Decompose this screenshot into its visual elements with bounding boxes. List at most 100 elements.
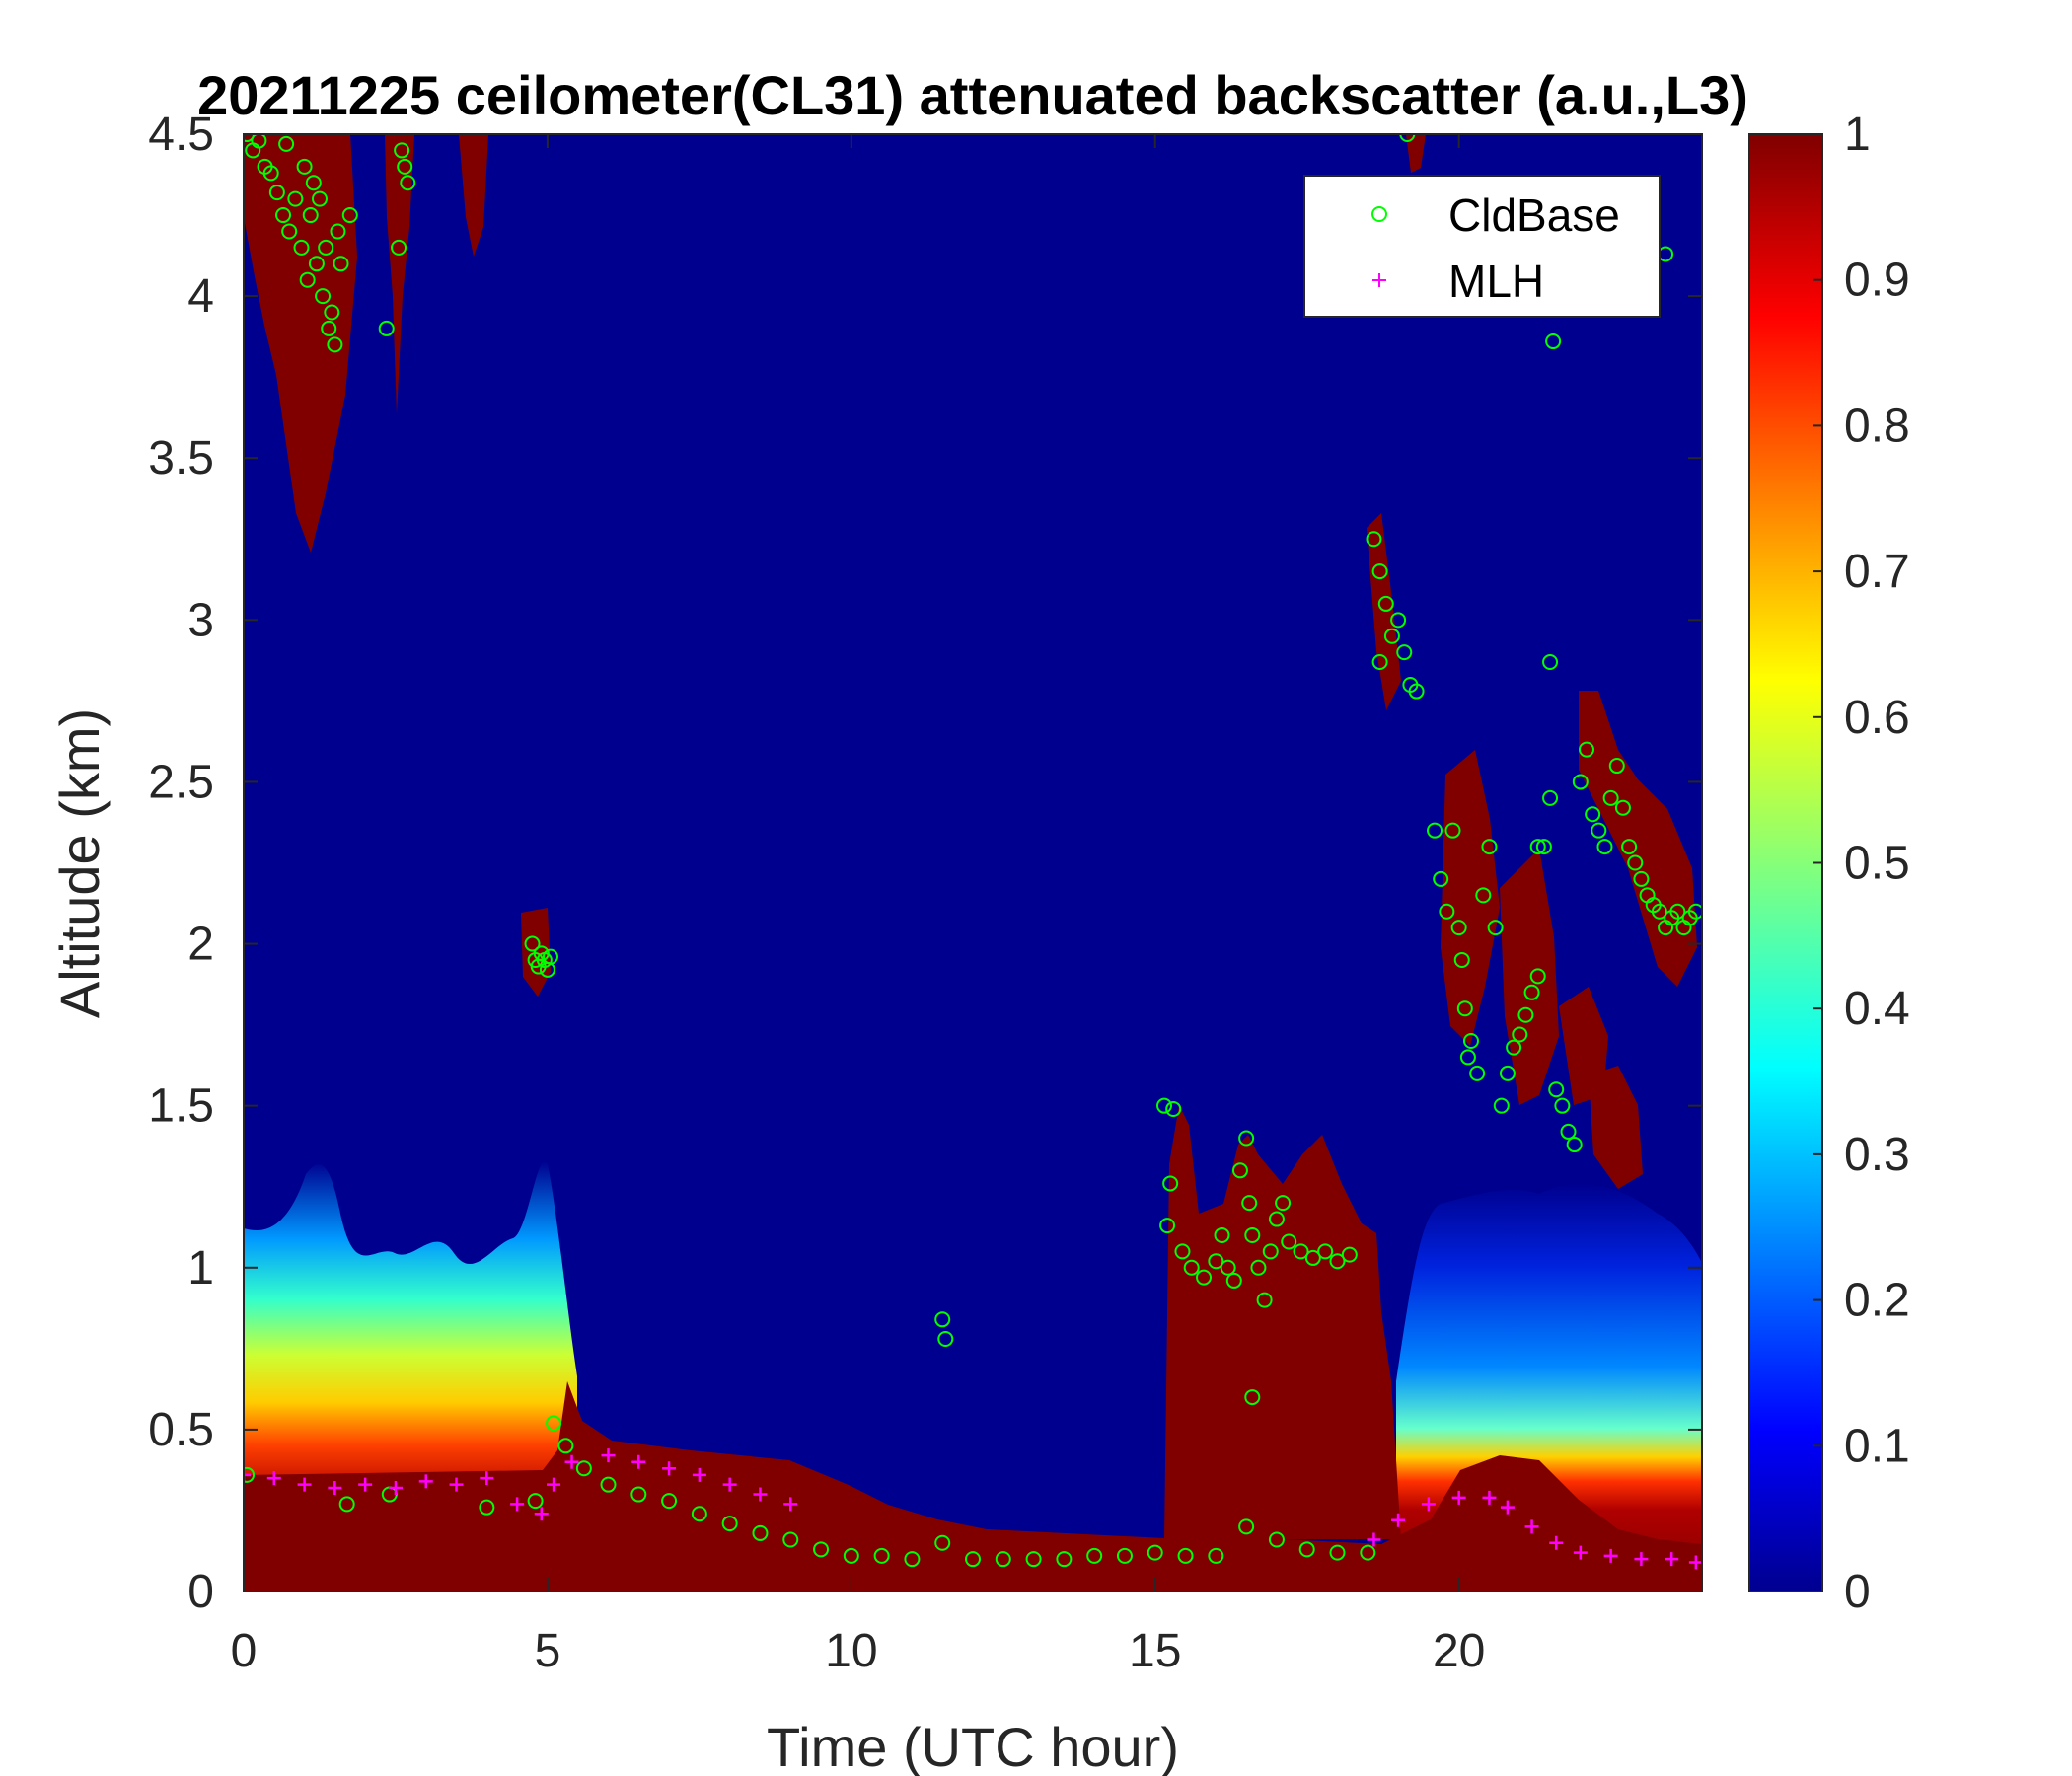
cldbase-point [1360, 1544, 1376, 1561]
cldbase-point [873, 1547, 890, 1564]
backscatter-heatmap [244, 134, 1702, 1591]
cldbase-point [479, 1499, 495, 1516]
cldbase-point [1371, 654, 1388, 671]
colorbar-tick-label: 0.5 [1844, 838, 1910, 890]
cldbase-point [661, 1493, 678, 1510]
cldbase-point [1529, 968, 1546, 985]
cldbase-point [394, 142, 410, 159]
legend-cldbase-label: CldBase [1448, 189, 1620, 241]
cloud-column-afternoon [1164, 1105, 1401, 1539]
cldbase-point [1627, 854, 1644, 871]
cldbase-point [1554, 1097, 1571, 1114]
cldbase-point [1475, 887, 1492, 904]
cldbase-point [965, 1551, 981, 1568]
y-axis-label: Altitude (km) [48, 708, 111, 1018]
cldbase-point [281, 223, 298, 240]
x-axis: 0 5 10 15 20 [231, 134, 1485, 1677]
cldbase-point [1481, 839, 1498, 855]
cldbase-point [995, 1551, 1011, 1568]
cldbase-point [1304, 1249, 1321, 1266]
cldbase-point [1596, 839, 1613, 855]
cldbase-point [287, 190, 304, 207]
cldbase-point [1329, 1544, 1346, 1561]
cldbase-point [934, 1534, 951, 1551]
mlh-point [244, 1467, 251, 1482]
cldbase-point [752, 1524, 769, 1541]
cldbase-point [1456, 1000, 1473, 1017]
colorbar-tick-label: 1 [1844, 109, 1871, 161]
y-tick-label: 0 [187, 1566, 214, 1618]
cloud-band-evening-6 [1589, 1066, 1643, 1189]
cldbase-point [1329, 1253, 1346, 1270]
mlh-point [783, 1497, 798, 1512]
mlh-point [753, 1487, 768, 1502]
cldbase-point [557, 1438, 574, 1454]
cldbase-point [308, 256, 325, 272]
legend-box [1303, 175, 1661, 318]
cldbase-point [1183, 1259, 1200, 1276]
colorbar-axis: 0 0.1 0.2 0.3 0.4 0.5 0.6 0.7 0.8 0.9 1 [1813, 109, 1910, 1618]
cldbase-point [293, 239, 310, 256]
cldbase-point [1238, 1130, 1255, 1147]
cldbase-point [1341, 1246, 1358, 1263]
legend: CldBase MLH [1303, 175, 1661, 318]
colorbar-tick-label: 0.9 [1844, 255, 1910, 307]
cldbase-point [1408, 683, 1425, 700]
cldbase-point [1244, 1226, 1261, 1243]
cldbase-point [1459, 1049, 1476, 1066]
cldbase-point [1250, 1259, 1267, 1276]
cldbase-point [1371, 563, 1388, 580]
cldbase-point [311, 190, 328, 207]
cldbase-point [1155, 1097, 1172, 1114]
cldbase-point [1566, 1137, 1583, 1153]
y-tick-label: 0.5 [148, 1404, 214, 1456]
cldbase-point [1196, 1269, 1213, 1286]
cloud-plume-early-1 [244, 134, 357, 553]
mlh-point [1573, 1545, 1588, 1560]
cldbase-point [1687, 903, 1702, 920]
mlh-point [449, 1477, 464, 1492]
colorbar-tick-label: 0.7 [1844, 546, 1910, 598]
x-tick-label: 5 [535, 1625, 561, 1677]
cldbase-point [244, 1466, 256, 1483]
chart-title: 20211225 ceilometer(CL31) attenuated bac… [197, 64, 1748, 126]
cldbase-point [575, 1460, 592, 1477]
mlh-point [1549, 1535, 1564, 1550]
surface-layer [244, 1381, 1702, 1591]
legend-cldbase-marker [1371, 206, 1387, 222]
mlh-point [1482, 1490, 1497, 1505]
y-tick-label: 3.5 [148, 432, 214, 484]
cldbase-point [1602, 789, 1619, 806]
cldbase-point [813, 1541, 830, 1558]
cldbase-point [1633, 870, 1650, 887]
cldbase-point [782, 1531, 799, 1548]
mlh-point [1524, 1519, 1539, 1534]
cldbase-point [1383, 628, 1400, 644]
y-tick-label: 1.5 [148, 1080, 214, 1133]
mlh-point [358, 1477, 373, 1492]
cldbase-point [1578, 741, 1594, 758]
cldbase-point [1499, 1065, 1516, 1081]
mlh-point [1603, 1548, 1618, 1563]
y-axis: 0 0.5 1 1.5 2 2.5 3 3.5 4 4.5 [148, 109, 1702, 1618]
cldbase-point [600, 1476, 617, 1493]
mlh-point [297, 1477, 312, 1492]
cldbase-point [1293, 1243, 1309, 1260]
colorbar-tick-label: 0 [1844, 1566, 1871, 1618]
cldbase-point [1453, 951, 1470, 968]
mlh-point [1451, 1490, 1466, 1505]
cldbase-point [1506, 1039, 1522, 1056]
cldbase-point [330, 223, 346, 240]
cldbase-point [1268, 1211, 1285, 1227]
mlh-point [601, 1448, 616, 1463]
cldbase-point [1241, 1195, 1258, 1212]
colorbar [1748, 133, 1823, 1592]
cldbase-point [1244, 1389, 1261, 1406]
cldbase-point [324, 304, 340, 321]
cldbase-point [1366, 531, 1382, 548]
colorbar-tick-label: 0.1 [1844, 1420, 1910, 1472]
cldbase-point [1262, 1243, 1279, 1260]
cloud-band-evening-1 [1367, 513, 1401, 710]
cldbase-point [1147, 1544, 1163, 1561]
